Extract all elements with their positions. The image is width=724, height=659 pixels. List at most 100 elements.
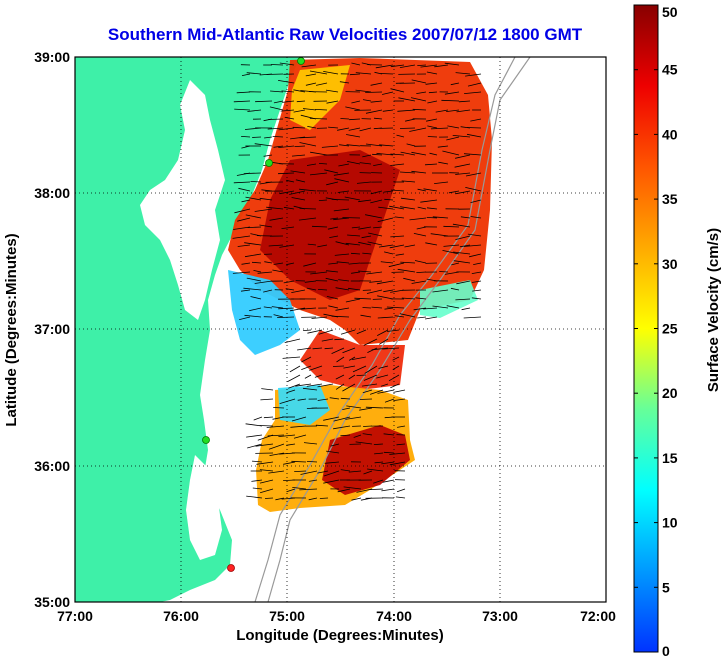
velocity-arrow bbox=[404, 244, 416, 248]
velocity-arrow bbox=[372, 153, 383, 156]
velocity-arrow bbox=[413, 307, 427, 311]
velocity-arrow bbox=[333, 172, 350, 176]
velocity-arrow bbox=[370, 199, 383, 204]
velocity-arrow bbox=[453, 251, 471, 255]
velocity-arrow bbox=[329, 397, 340, 400]
velocity-arrow bbox=[441, 99, 460, 102]
velocity-arrow bbox=[463, 316, 482, 319]
velocity-arrow bbox=[342, 217, 361, 219]
velocity-arrow bbox=[400, 197, 416, 201]
velocity-arrow bbox=[417, 206, 427, 210]
velocity-arrow bbox=[349, 118, 361, 121]
velocity-arrow bbox=[463, 244, 482, 247]
velocity-arrow bbox=[417, 64, 427, 66]
velocity-arrow bbox=[344, 196, 361, 201]
velocity-arrow bbox=[346, 144, 361, 147]
velocity-arrow bbox=[309, 70, 328, 75]
velocity-arrow bbox=[351, 356, 367, 360]
velocity-arrow bbox=[472, 289, 482, 292]
velocity-arrow bbox=[317, 398, 329, 401]
velocity-arrow bbox=[390, 289, 405, 293]
velocity-arrow bbox=[239, 316, 251, 320]
velocity-arrow bbox=[414, 260, 427, 264]
velocity-arrow bbox=[333, 425, 351, 430]
velocity-arrow bbox=[295, 383, 312, 387]
velocity-arrow bbox=[326, 100, 339, 104]
velocity-arrow bbox=[384, 251, 394, 255]
velocity-arrow bbox=[332, 365, 345, 367]
velocity-arrow bbox=[275, 497, 285, 501]
bay-water bbox=[140, 80, 225, 320]
velocity-arrow bbox=[377, 217, 394, 223]
velocity-arrow bbox=[318, 163, 328, 165]
velocity-arrow bbox=[355, 72, 372, 75]
velocity-arrow bbox=[300, 470, 318, 475]
velocity-arrow bbox=[351, 497, 362, 501]
velocity-arrow bbox=[250, 296, 262, 300]
velocity-arrow bbox=[416, 91, 427, 94]
velocity-arrow bbox=[314, 374, 323, 378]
velocity-arrow bbox=[246, 277, 262, 282]
velocity-arrow bbox=[245, 214, 262, 219]
velocity-arrow bbox=[285, 288, 295, 291]
velocity-arrow bbox=[340, 118, 350, 120]
velocity-arrow bbox=[353, 434, 362, 438]
bathymetry-contour bbox=[267, 57, 531, 602]
velocity-arrow bbox=[365, 406, 384, 409]
velocity-arrow bbox=[359, 398, 373, 400]
velocity-arrow bbox=[263, 154, 273, 157]
velocity-arrow bbox=[326, 450, 340, 454]
velocity-arrow bbox=[427, 100, 438, 104]
velocity-arrow bbox=[373, 479, 384, 484]
velocity-arrow bbox=[425, 316, 438, 320]
velocity-arrow bbox=[413, 233, 427, 237]
velocity-arrow bbox=[317, 289, 328, 291]
velocity-arrow bbox=[428, 91, 438, 94]
velocity-arrow bbox=[310, 271, 328, 275]
velocity-arrow bbox=[259, 224, 273, 228]
velocity-arrow bbox=[264, 261, 273, 264]
colorbar-tick-label: 20 bbox=[662, 385, 678, 401]
velocity-arrow bbox=[366, 289, 383, 294]
velocity-arrow bbox=[359, 407, 373, 411]
velocity-arrow bbox=[286, 488, 296, 493]
velocity-arrow bbox=[367, 241, 383, 246]
velocity-arrow bbox=[327, 226, 339, 230]
velocity-arrow bbox=[374, 461, 384, 464]
velocity-arrow bbox=[384, 398, 395, 403]
velocity-arrow bbox=[470, 216, 482, 219]
velocity-arrow bbox=[406, 143, 416, 147]
velocity-arrow bbox=[388, 262, 405, 268]
velocity-arrow bbox=[326, 270, 339, 273]
y-axis-title: Latitude (Degrees:Minutes) bbox=[3, 233, 20, 426]
velocity-arrow bbox=[264, 497, 274, 499]
velocity-arrow bbox=[268, 118, 284, 120]
velocity-arrow bbox=[395, 496, 406, 499]
velocity-arrow bbox=[455, 154, 471, 159]
velocity-arrow bbox=[466, 133, 482, 138]
velocity-arrow bbox=[471, 297, 482, 300]
velocity-arrow bbox=[333, 217, 350, 221]
velocity-arrow bbox=[352, 365, 367, 373]
velocity-arrow bbox=[333, 416, 351, 422]
velocity-arrow bbox=[373, 226, 383, 229]
velocity-arrow bbox=[351, 100, 361, 104]
velocity-arrow bbox=[337, 488, 351, 493]
velocity-arrow bbox=[383, 190, 394, 193]
velocity-arrow bbox=[308, 497, 318, 501]
velocity-arrow bbox=[299, 208, 317, 210]
velocity-arrow bbox=[310, 151, 328, 156]
velocity-arrow bbox=[317, 244, 328, 248]
velocity-arrow bbox=[254, 208, 273, 212]
velocity-arrow bbox=[289, 190, 306, 195]
velocity-arrow bbox=[379, 144, 394, 147]
velocity-arrow bbox=[324, 461, 340, 464]
velocity-arrow bbox=[347, 161, 361, 165]
velocity-arrow bbox=[336, 261, 350, 264]
velocity-arrow bbox=[287, 374, 301, 382]
velocity-arrow bbox=[253, 270, 262, 273]
velocity-arrow bbox=[272, 269, 284, 273]
velocity-arrow bbox=[389, 452, 406, 455]
velocity-arrow bbox=[333, 208, 350, 212]
velocity-arrow bbox=[359, 127, 372, 132]
